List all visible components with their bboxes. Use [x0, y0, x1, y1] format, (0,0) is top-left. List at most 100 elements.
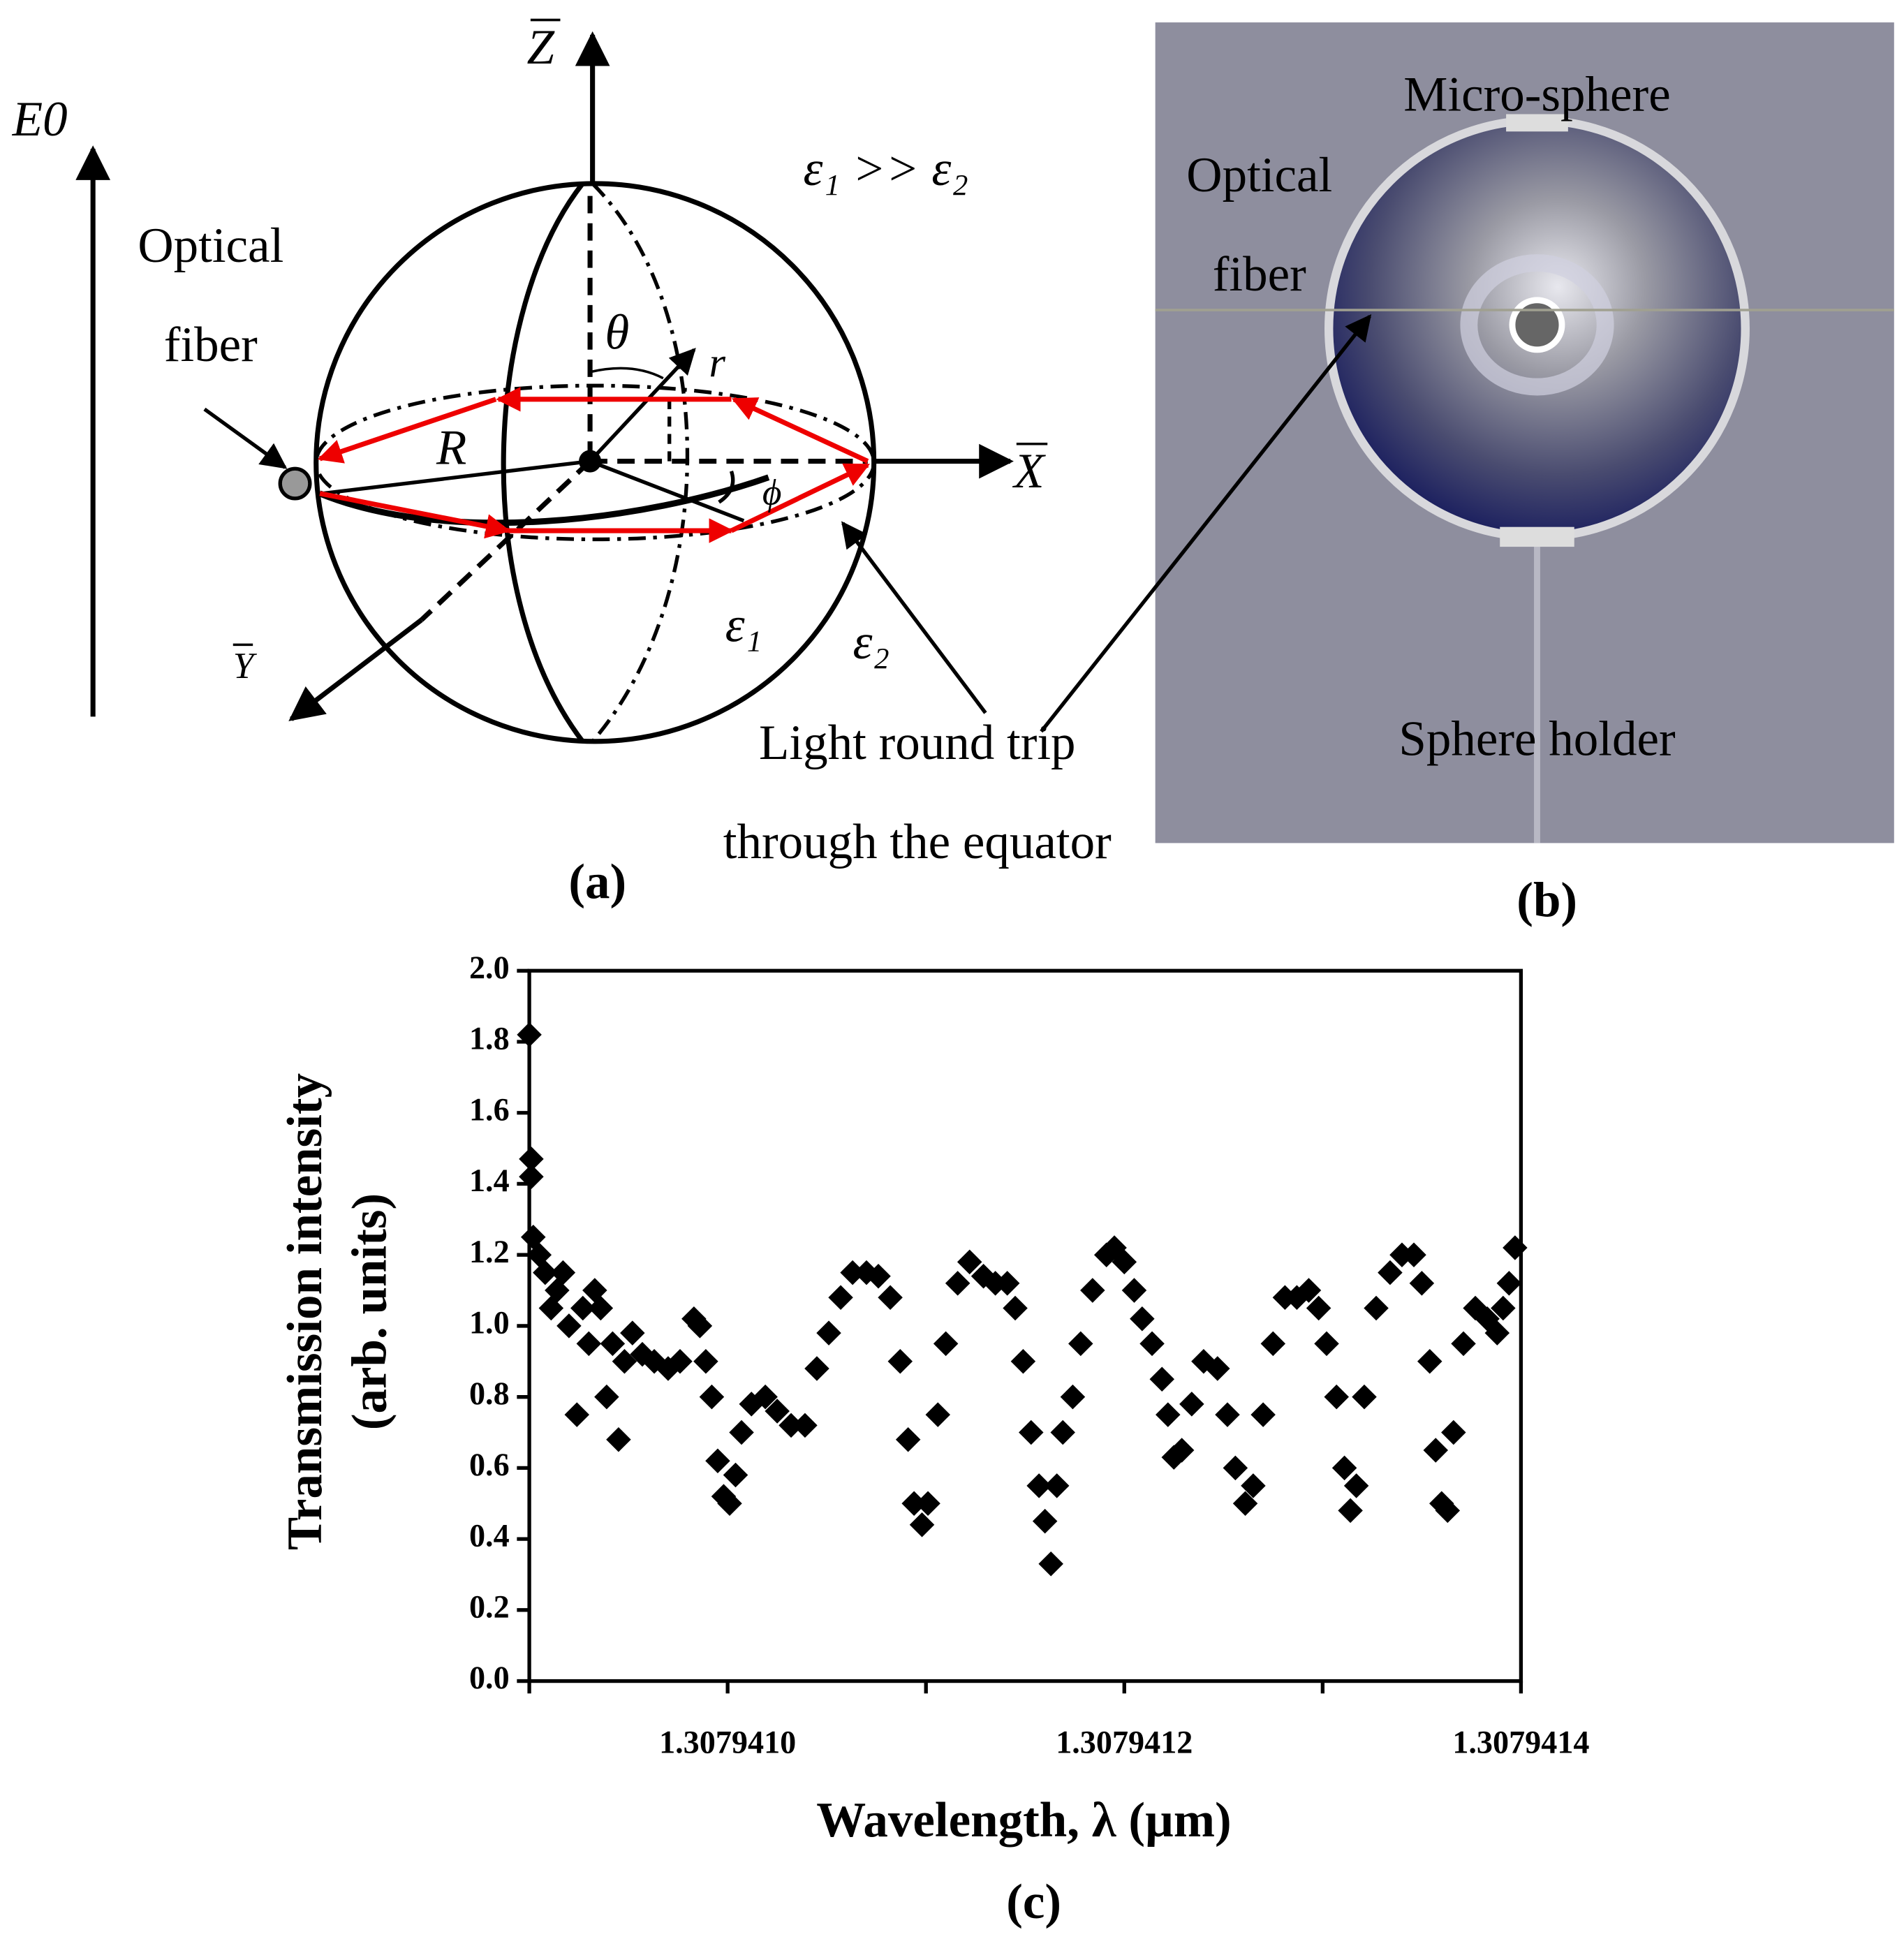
data-point [1026, 1473, 1051, 1498]
data-point [588, 1295, 614, 1321]
light-ray [731, 397, 869, 464]
data-point [1423, 1438, 1449, 1463]
data-point [705, 1448, 730, 1473]
data-point [945, 1271, 971, 1296]
data-point [878, 1285, 903, 1310]
fiber-label: fiber [1213, 247, 1306, 302]
y-axis-title: Transmission intensity [278, 1073, 332, 1550]
x-label: X [1012, 444, 1046, 499]
light-ray [319, 491, 511, 539]
reflection [1509, 297, 1565, 353]
data-point [1503, 1235, 1528, 1260]
data-point [570, 1295, 596, 1321]
y-tick-label: 0.6 [469, 1447, 510, 1482]
data-point [600, 1331, 626, 1357]
data-point [1205, 1356, 1230, 1381]
data-point [606, 1426, 631, 1452]
holder-top [1506, 114, 1568, 132]
y-tick-label: 1.2 [469, 1234, 510, 1269]
sphere-label: Micro-sphere [1403, 67, 1670, 121]
y-tick-label: 0.8 [469, 1376, 510, 1411]
data-point [1232, 1491, 1258, 1517]
panel-a [75, 31, 1014, 744]
caption: (b) [1516, 873, 1577, 927]
data-point [1003, 1295, 1028, 1321]
data-point [556, 1313, 582, 1339]
data-point [1038, 1551, 1063, 1577]
data-point [1306, 1295, 1331, 1321]
data-point [717, 1491, 742, 1517]
x-tick-label: 1.3079410 [659, 1724, 796, 1760]
data-point [840, 1260, 865, 1285]
data-point [1343, 1473, 1369, 1498]
inner-permittivity: ε₁ [725, 598, 762, 652]
x-tick-label: 1.3079414 [1452, 1724, 1589, 1760]
meridian-back [591, 182, 689, 743]
fiber-pointer [1040, 314, 1372, 733]
vector-arrows [233, 18, 1048, 647]
data-point [519, 1164, 544, 1190]
e0-label: E0 [12, 92, 68, 147]
data-point [693, 1349, 718, 1374]
y-axis-inner [420, 459, 592, 622]
y-tick-label: 1.0 [469, 1305, 510, 1341]
data-point [687, 1313, 713, 1339]
data-point [895, 1426, 921, 1452]
outer-permittivity: ε₂ [853, 615, 890, 670]
data-point [1215, 1402, 1240, 1427]
data-point [994, 1271, 1020, 1296]
data-point [1401, 1242, 1426, 1267]
radius-label: R [436, 420, 466, 475]
data-point [699, 1384, 725, 1410]
data-point [667, 1349, 693, 1374]
data-point [1068, 1331, 1093, 1357]
permittivity-relation: ε₁ >> ε₂ [803, 142, 968, 196]
r-vector [589, 348, 696, 463]
data-point [1331, 1455, 1357, 1481]
y-tick-label: 2.0 [469, 950, 510, 985]
data-point [612, 1349, 637, 1374]
light-ray [730, 462, 870, 533]
data-point [816, 1320, 841, 1345]
data-point [909, 1512, 935, 1538]
light-path [317, 387, 870, 543]
data-point [550, 1260, 576, 1285]
path-pointer [841, 521, 987, 714]
y-tick-label: 1.6 [469, 1091, 510, 1127]
light-path-label: Light round trip [759, 716, 1076, 770]
data-point [1121, 1278, 1147, 1303]
data-point [1338, 1498, 1363, 1524]
data-point [594, 1384, 619, 1410]
data-point [1364, 1295, 1389, 1321]
data-point [519, 1147, 544, 1172]
y-tick-label: 0.4 [469, 1518, 510, 1554]
holder-label: Sphere holder [1399, 712, 1676, 767]
data-point [925, 1402, 951, 1427]
y-tick-label: 1.8 [469, 1021, 510, 1056]
r-label: r [709, 340, 726, 387]
y-axis [288, 618, 423, 721]
data-point [778, 1413, 804, 1438]
reflection [1460, 254, 1614, 396]
data-point [1179, 1392, 1204, 1417]
center [579, 450, 602, 473]
data-point [1484, 1320, 1510, 1345]
theta-label: θ [605, 305, 629, 360]
data-point [1296, 1278, 1322, 1303]
data-point [729, 1420, 754, 1445]
data-point [517, 1022, 542, 1047]
data-point [804, 1356, 829, 1381]
light-path-label: through the equator [723, 815, 1112, 869]
data-point [576, 1331, 602, 1357]
data-point [1435, 1498, 1461, 1524]
y-tick-label: 0.2 [469, 1588, 510, 1624]
data-point [765, 1399, 790, 1424]
data-point [1409, 1271, 1435, 1296]
data-point [564, 1402, 590, 1427]
data-point [1139, 1331, 1165, 1357]
caption: (a) [568, 855, 626, 909]
data-point [1010, 1349, 1036, 1374]
y-tick-label: 0.0 [469, 1660, 510, 1695]
